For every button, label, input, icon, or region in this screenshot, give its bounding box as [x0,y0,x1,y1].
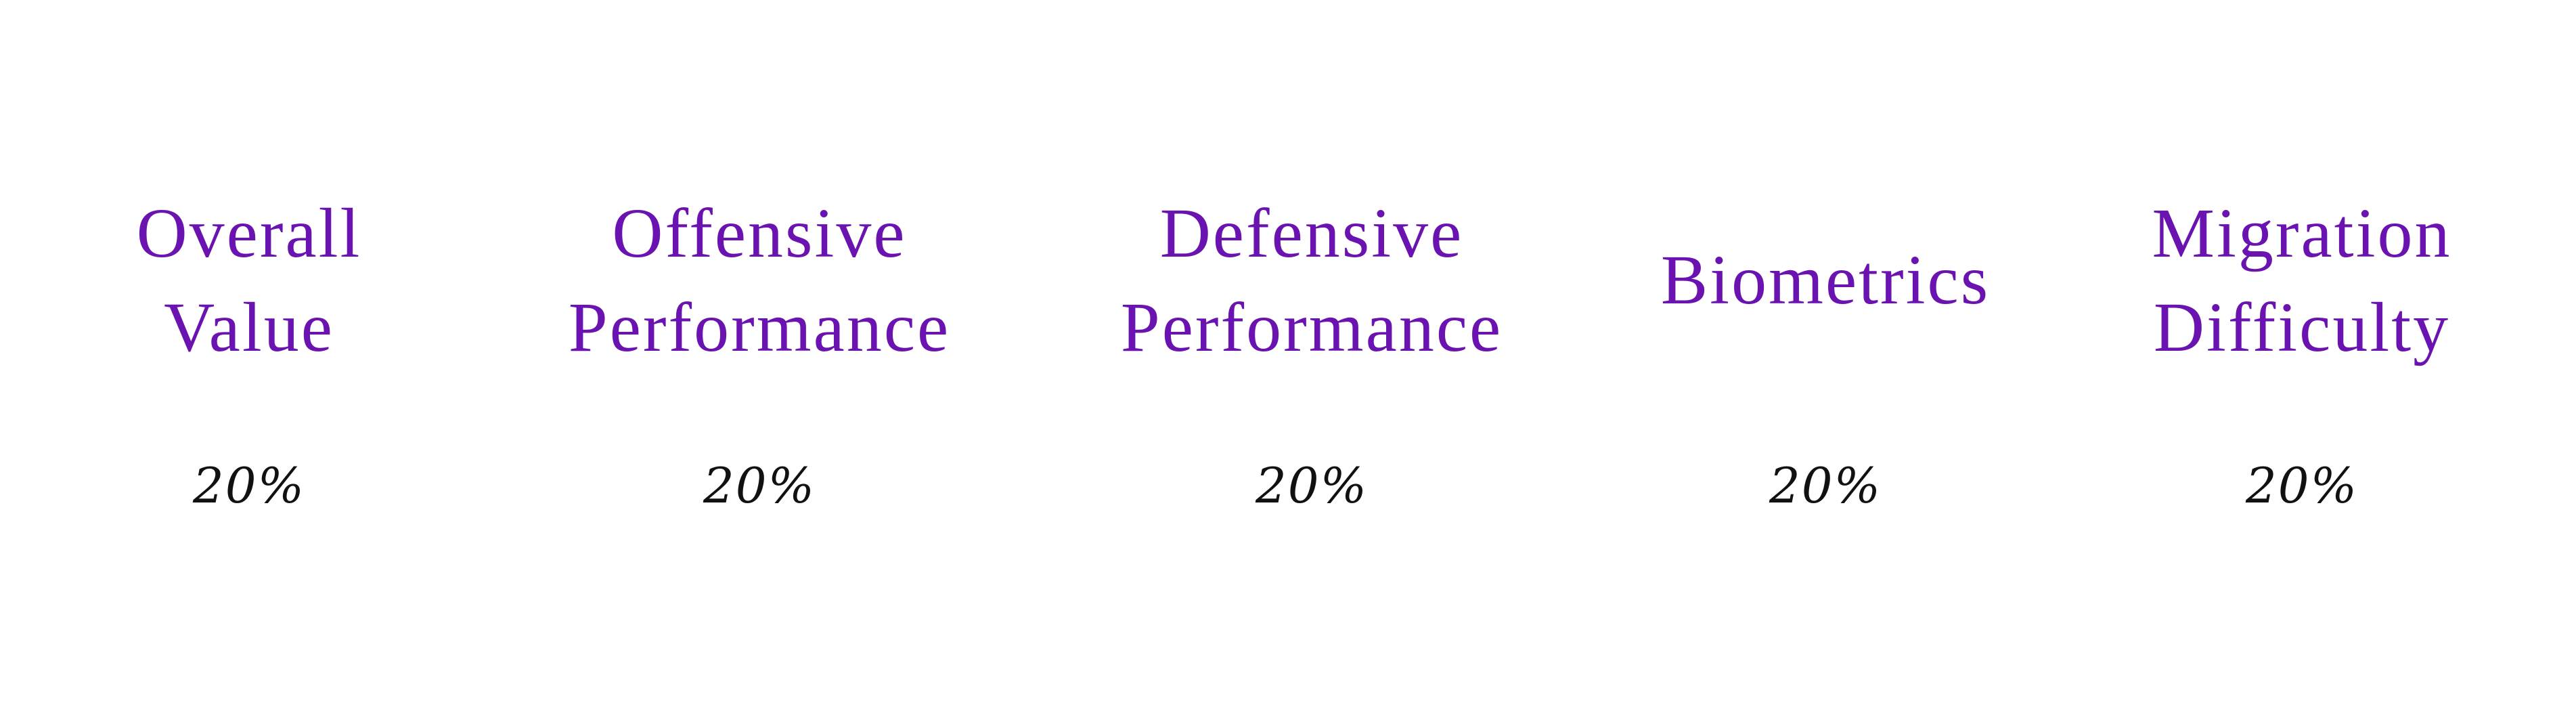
criterion-title: Biometrics [1589,233,2062,327]
criterion-weight: 20% [2245,457,2359,514]
criterion-weight: 20% [703,457,816,514]
criterion-title-line: Overall [136,194,362,272]
criterion-weight: 20% [1255,457,1369,514]
criterion-title: Migration Difficulty [2065,186,2539,374]
criterion-title-line: Performance [568,288,951,366]
criterion-title-line: Performance [1120,288,1503,366]
criterion-offensive-performance: Offensive Performance 20% [523,0,996,707]
criterion-title: Defensive Performance [1075,186,1549,374]
criterion-biometrics: Biometrics 20% [1589,0,2062,707]
criterion-title-line: Difficulty [2153,288,2451,366]
criterion-title-line: Migration [2152,194,2452,272]
criterion-title: Overall Value [12,186,486,374]
criterion-title-line: Defensive [1159,194,1464,272]
criterion-weight: 20% [1769,457,1882,514]
criterion-overall-value: Overall Value 20% [12,0,486,707]
criterion-title-line: Value [164,288,334,366]
criterion-weight: 20% [192,457,306,514]
criterion-migration-difficulty: Migration Difficulty 20% [2065,0,2539,707]
criterion-title: Offensive Performance [523,186,996,374]
criterion-title-line: Biometrics [1660,241,1991,319]
criterion-defensive-performance: Defensive Performance 20% [1075,0,1549,707]
criterion-title-line: Offensive [612,194,907,272]
